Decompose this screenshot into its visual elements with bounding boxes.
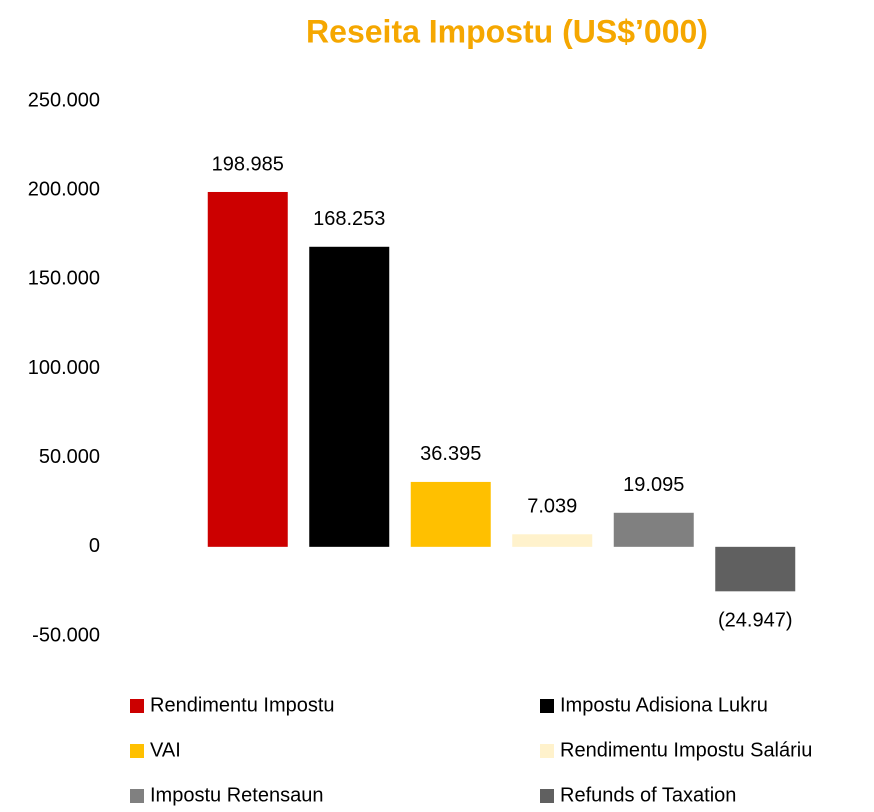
data-label: 19.095	[623, 474, 684, 496]
bar	[715, 546, 796, 592]
y-tick-label: 150.000	[28, 268, 100, 290]
data-label: 168.253	[313, 208, 385, 230]
y-tick-label: -50.000	[32, 624, 100, 646]
y-tick-label: 250.000	[28, 89, 100, 111]
bar	[207, 191, 288, 547]
legend-label: Impostu Retensaun	[150, 784, 323, 806]
legend-swatch	[540, 744, 554, 758]
legend-label: Impostu Adisiona Lukru	[560, 694, 768, 716]
legend-swatch	[130, 744, 144, 758]
bar	[613, 512, 694, 547]
legend-label: Refunds of Taxation	[560, 784, 736, 806]
data-label: 198.985	[212, 153, 284, 175]
data-label: 36.395	[420, 443, 481, 465]
y-tick-label: 0	[89, 535, 100, 557]
y-tick-label: 50.000	[39, 446, 100, 468]
legend-swatch	[540, 699, 554, 713]
bar	[512, 534, 593, 547]
legend-swatch	[540, 789, 554, 803]
legend-label: Rendimentu Impostu	[150, 694, 335, 716]
chart-title: Reseita Impostu (US$’000)	[306, 13, 708, 49]
bar	[410, 481, 491, 547]
legend-label: Rendimentu Impostu Saláriu	[560, 739, 812, 761]
legend-swatch	[130, 789, 144, 803]
legend-swatch	[130, 699, 144, 713]
data-label: (24.947)	[718, 610, 793, 632]
legend-label: VAI	[150, 739, 181, 761]
y-tick-label: 200.000	[28, 178, 100, 200]
data-label: 7.039	[527, 496, 577, 518]
bar	[309, 246, 390, 547]
y-tick-label: 100.000	[28, 357, 100, 379]
